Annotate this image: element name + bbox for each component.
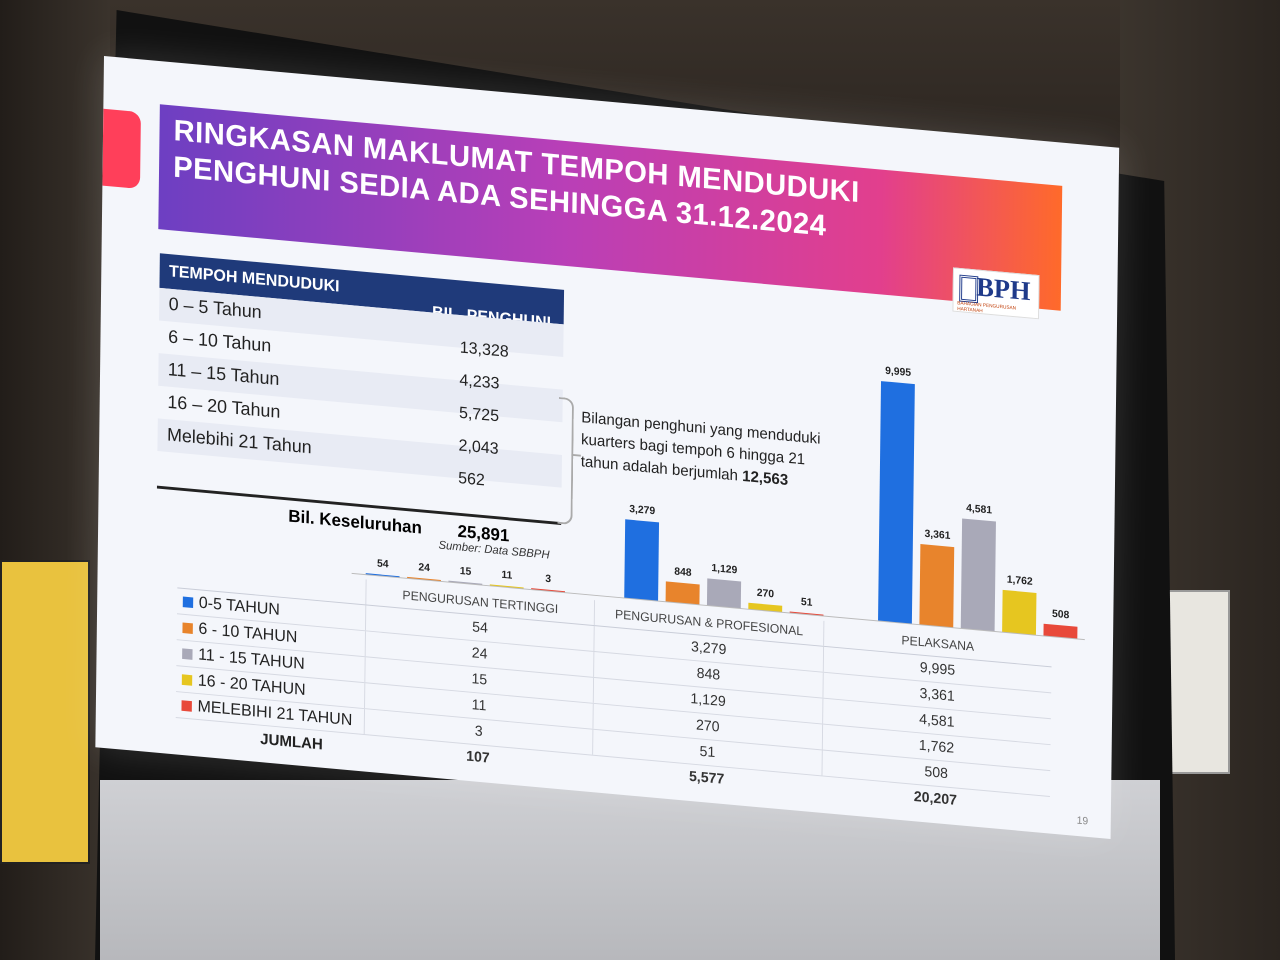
bar-value-label: 3,361 bbox=[924, 529, 950, 542]
bar-value-label: 24 bbox=[418, 562, 430, 574]
x-axis-line bbox=[351, 572, 1085, 641]
legend-swatch-icon bbox=[182, 621, 193, 634]
page-number: 19 bbox=[1076, 814, 1089, 828]
bar-1-1 bbox=[665, 581, 700, 605]
bar-2-3 bbox=[1002, 589, 1037, 636]
bar-value-label: 3 bbox=[545, 574, 551, 586]
bar-2-2 bbox=[960, 518, 996, 632]
bar-value-label: 9,995 bbox=[885, 366, 911, 379]
bar-2-0 bbox=[878, 381, 915, 625]
bar-2-1 bbox=[919, 544, 955, 628]
bar-value-label: 270 bbox=[757, 588, 775, 601]
header-spacer bbox=[178, 575, 366, 592]
bar-2-4 bbox=[1043, 623, 1078, 639]
bar-value-label: 11 bbox=[501, 570, 512, 582]
bar-value-label: 1,762 bbox=[1007, 574, 1033, 587]
presentation-slide: RINGKASAN MAKLUMAT TEMPOH MENDUDUKI PENG… bbox=[95, 56, 1120, 839]
series-name: 0-5 TAHUN bbox=[198, 593, 281, 619]
bar-value-label: 15 bbox=[460, 566, 472, 578]
legend-swatch-icon bbox=[181, 699, 192, 712]
wall-poster bbox=[0, 560, 90, 864]
legend-swatch-icon bbox=[182, 647, 193, 660]
bar-value-label: 4,581 bbox=[966, 503, 992, 516]
bar-1-0 bbox=[624, 519, 660, 602]
legend-swatch-icon bbox=[182, 596, 194, 608]
bar-value-label: 1,129 bbox=[711, 563, 737, 576]
grouped-bar-chart: 54 24 15 11 3 3,279 848 1,129 270 51 9,995 3,361 4,5… bbox=[351, 366, 1085, 641]
legend-swatch-icon bbox=[181, 673, 193, 686]
bar-1-2 bbox=[706, 578, 742, 609]
bar-value-label: 848 bbox=[674, 566, 692, 579]
bar-value-label: 508 bbox=[1052, 609, 1070, 622]
bar-value-label: 51 bbox=[801, 597, 813, 609]
bar-value-label: 54 bbox=[377, 558, 389, 570]
bar-value-label: 3,279 bbox=[629, 504, 655, 517]
